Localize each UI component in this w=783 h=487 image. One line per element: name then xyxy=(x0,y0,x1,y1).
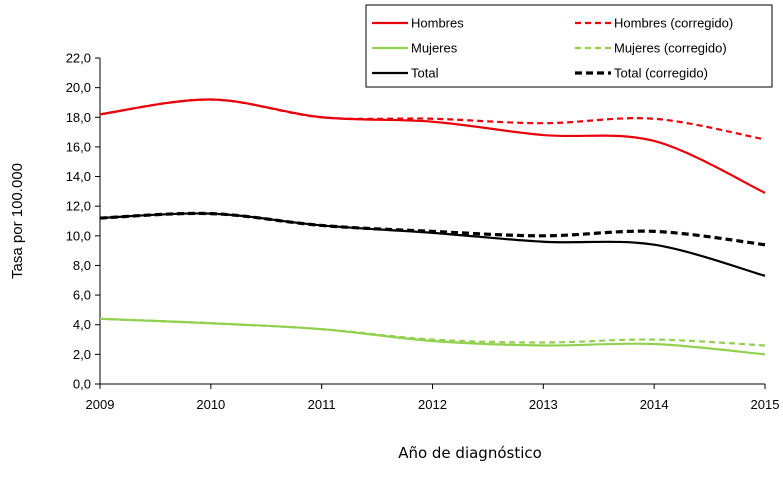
legend-label-total-corregido: Total (corregido) xyxy=(614,66,708,81)
x-tick-label: 2015 xyxy=(751,397,780,412)
series-line-hombres xyxy=(99,98,766,194)
series-line-total xyxy=(99,212,766,277)
y-tick-label: 6,0 xyxy=(73,288,91,303)
legend-label-mujeres-corregido: Mujeres (corregido) xyxy=(614,41,727,56)
x-tick-label: 2009 xyxy=(86,397,115,412)
y-tick-label: 4,0 xyxy=(73,317,91,332)
y-axis-label: Tasa por 100.000 xyxy=(9,163,26,279)
series-lines xyxy=(99,98,766,356)
y-tick-label: 8,0 xyxy=(73,258,91,273)
y-ticks: 0,0 2,0 4,0 6,0 8,0 10,0 12,0 14,0 16,0 18,0 20,0 2… xyxy=(66,51,100,392)
y-tick-label: 14,0 xyxy=(66,169,91,184)
legend-label-hombres: Hombres xyxy=(411,16,464,31)
legend-label-total: Total xyxy=(411,66,439,81)
x-tick-label: 2013 xyxy=(529,397,558,412)
y-tick-label: 16,0 xyxy=(66,139,91,154)
legend-label-mujeres: Mujeres xyxy=(411,41,458,56)
legend-box xyxy=(365,4,773,88)
y-tick-label: 0,0 xyxy=(73,377,91,392)
series-line-total-corregido xyxy=(99,211,766,247)
x-ticks: 2009 2010 2011 2012 2013 2014 2015 xyxy=(86,384,780,412)
legend-items: Hombres Hombres (corregido) Mujeres Mujeres… xyxy=(372,16,733,81)
y-tick-label: 12,0 xyxy=(66,199,91,214)
x-tick-label: 2010 xyxy=(196,397,225,412)
x-tick-label: 2014 xyxy=(640,397,669,412)
series-line-hombres-corregido xyxy=(99,98,766,141)
y-tick-label: 2,0 xyxy=(73,347,91,362)
legend-label-hombres-corregido: Hombres (corregido) xyxy=(614,16,733,31)
legend: Hombres Hombres (corregido) Mujeres Mujeres… xyxy=(365,4,773,88)
axes xyxy=(99,58,765,385)
y-tick-label: 10,0 xyxy=(66,228,91,243)
y-tick-label: 18,0 xyxy=(66,110,91,125)
y-tick-label: 20,0 xyxy=(66,80,91,95)
x-tick-label: 2011 xyxy=(308,397,336,412)
series-line-mujeres xyxy=(99,317,766,356)
y-tick-label: 22,0 xyxy=(66,51,91,66)
x-tick-label: 2012 xyxy=(418,397,447,412)
x-axis-label: Año de diagnóstico xyxy=(398,444,542,462)
